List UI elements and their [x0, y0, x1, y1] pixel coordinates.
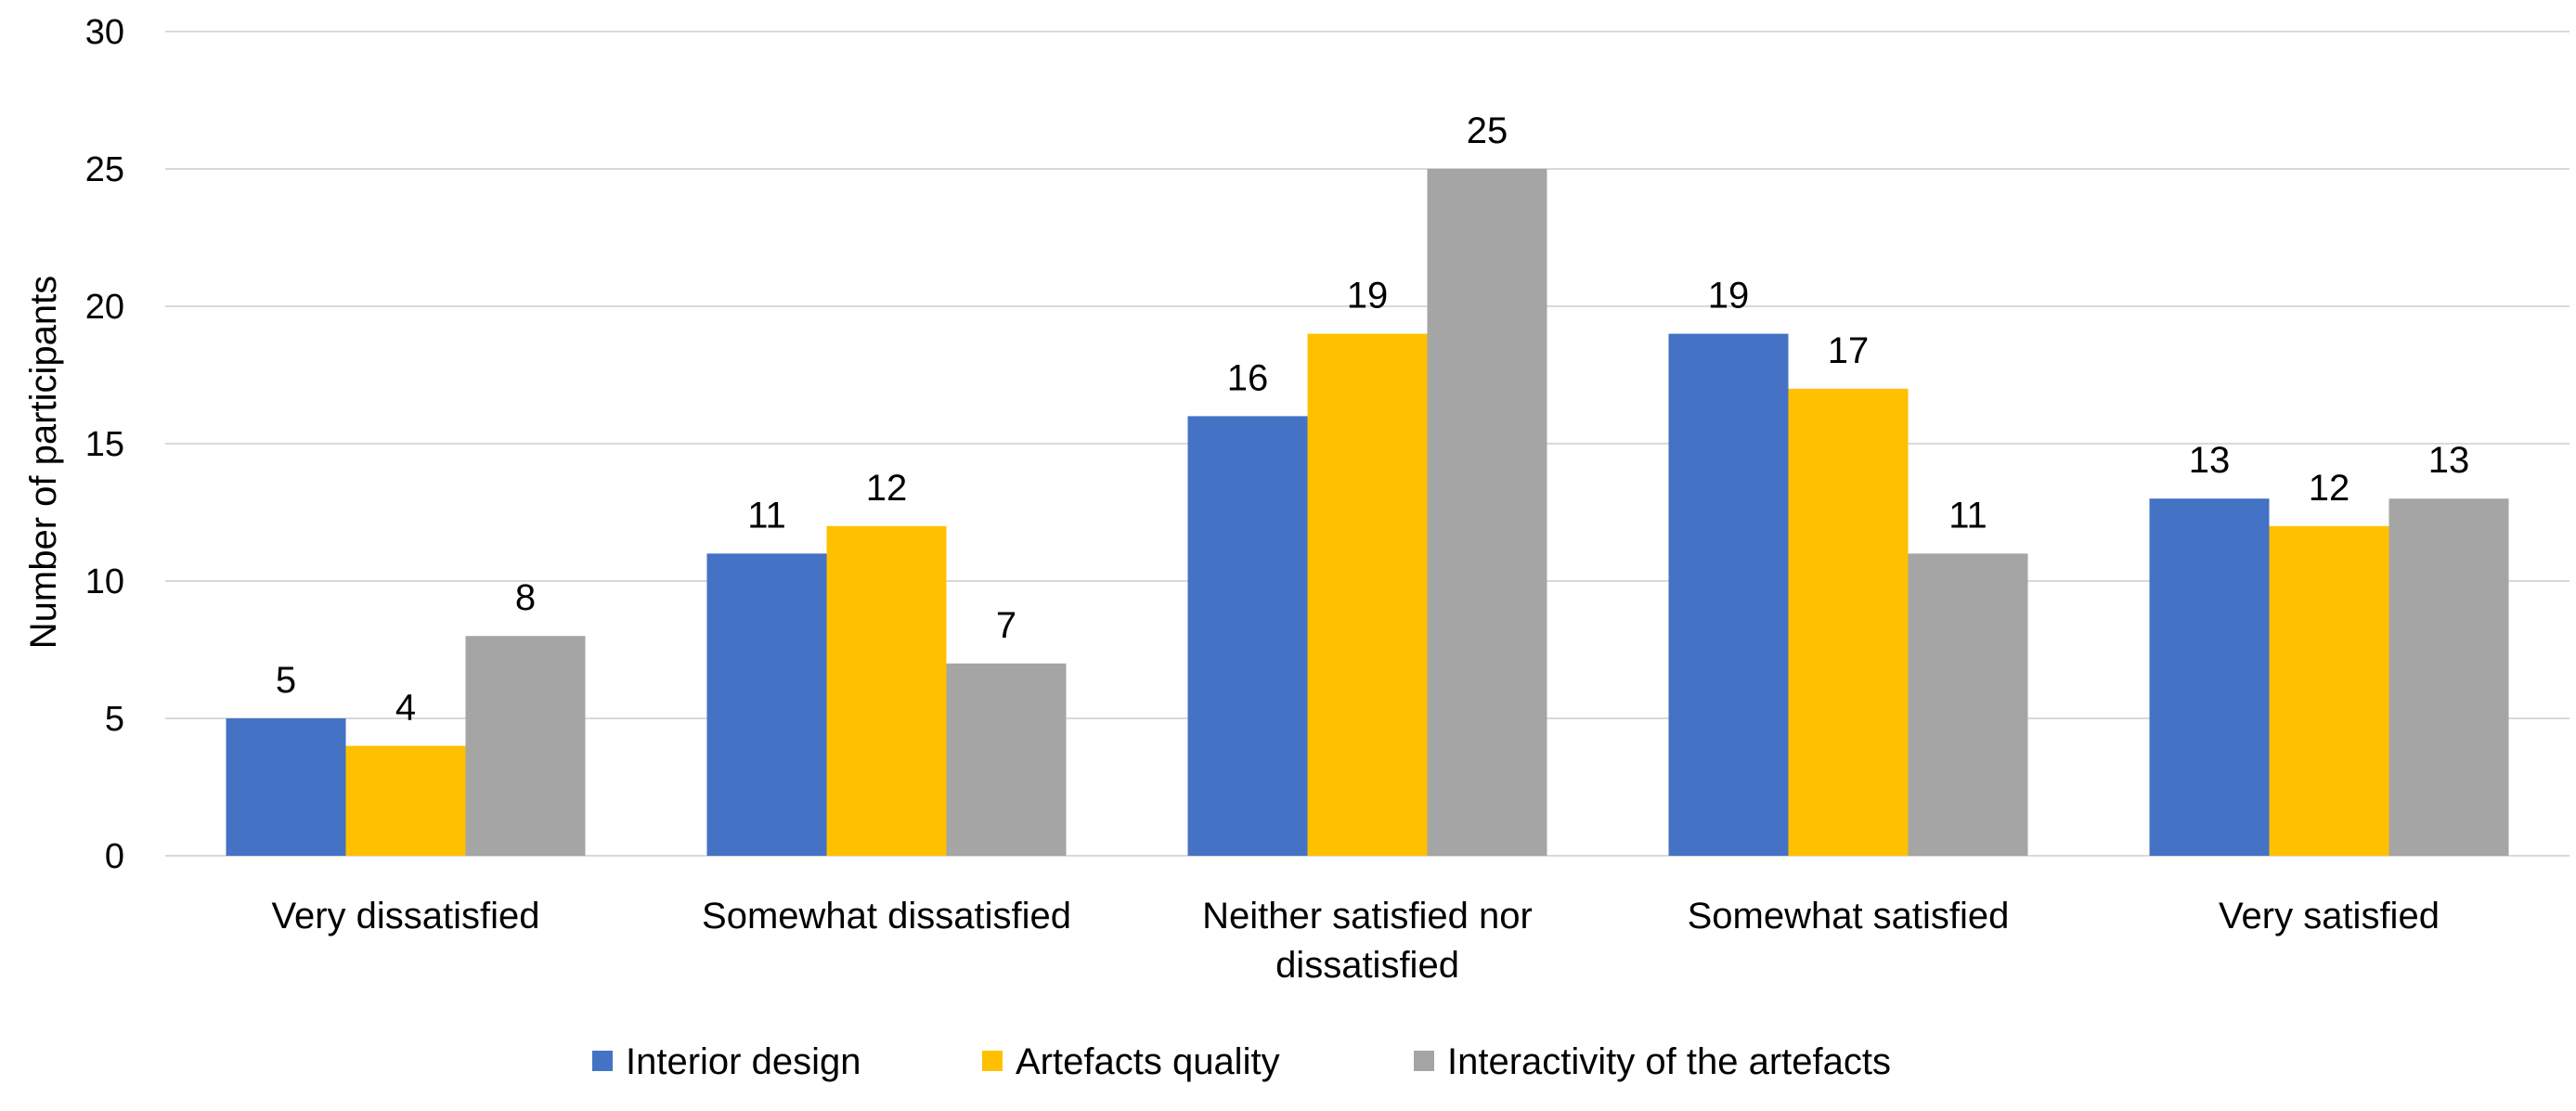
data-label-interactivity-of-the-artefacts-5: 13: [2428, 440, 2470, 481]
bar-interior-design-5: [2149, 498, 2270, 856]
bar-interactivity-of-the-artefacts-5: [2388, 498, 2509, 856]
bar-interior-design-2: [706, 553, 827, 856]
bar-artefacts-quality-4: [1788, 388, 1909, 856]
y-tick-label-0: 0: [105, 837, 124, 876]
bar-interactivity-of-the-artefacts-2: [946, 663, 1067, 856]
bar-interactivity-of-the-artefacts-3: [1427, 169, 1547, 856]
category-label-5: Very satisfied: [2219, 896, 2440, 937]
y-tick-label-25: 25: [85, 150, 124, 189]
legend-label-interior-design: Interior design: [626, 1041, 861, 1082]
y-tick-label-5: 5: [105, 700, 124, 739]
data-label-interactivity-of-the-artefacts-1: 8: [515, 577, 536, 618]
data-label-interactivity-of-the-artefacts-3: 25: [1467, 110, 1508, 151]
bar-interior-design-1: [226, 718, 346, 856]
data-label-artefacts-quality-4: 17: [1828, 330, 1870, 371]
y-tick-label-10: 10: [85, 562, 124, 601]
legend-item-interior-design: Interior design: [592, 1041, 861, 1082]
legend-label-interactivity-of-the-artefacts: Interactivity of the artefacts: [1447, 1041, 1891, 1082]
y-axis-title: Number of participants: [23, 276, 64, 649]
category-label-3: Neither satisfied nor dissatisfied: [1202, 896, 1533, 986]
legend-swatch-interior-design: [592, 1051, 613, 1071]
category-label-4: Somewhat satisfied: [1688, 896, 2010, 937]
bar-interior-design-4: [1668, 333, 1789, 857]
data-label-interior-design-4: 19: [1708, 276, 1750, 317]
category-label-2: Somewhat dissatisfied: [702, 896, 1071, 937]
legend-swatch-artefacts-quality: [982, 1051, 1003, 1071]
legend-item-artefacts-quality: Artefacts quality: [982, 1041, 1280, 1082]
y-tick-label-30: 30: [85, 13, 124, 52]
data-label-interactivity-of-the-artefacts-4: 11: [1948, 495, 1987, 536]
y-tick-label-20: 20: [85, 288, 124, 327]
data-label-interior-design-3: 16: [1227, 357, 1269, 398]
data-label-artefacts-quality-2: 12: [866, 468, 908, 509]
bar-interactivity-of-the-artefacts-1: [465, 636, 586, 856]
data-labels: 5 4 8 11 12 7 16 19 25 19 17 11 13 12 13: [276, 110, 2469, 729]
bar-artefacts-quality-1: [345, 745, 466, 856]
bar-artefacts-quality-5: [2269, 525, 2389, 856]
bar-artefacts-quality-3: [1307, 333, 1428, 857]
legend-swatch-interactivity-of-the-artefacts: [1414, 1051, 1434, 1071]
bar-interior-design-3: [1187, 416, 1308, 856]
bar-artefacts-quality-2: [826, 525, 947, 856]
data-label-artefacts-quality-1: 4: [395, 688, 416, 729]
y-tick-label-15: 15: [85, 425, 124, 464]
bars: [226, 169, 2509, 857]
data-label-artefacts-quality-3: 19: [1347, 276, 1389, 317]
data-label-artefacts-quality-5: 12: [2309, 468, 2350, 509]
x-axis-categories: Very dissatisfied Somewhat dissatisfied Ne…: [271, 896, 2439, 986]
data-label-interior-design-5: 13: [2189, 440, 2231, 481]
data-label-interior-design-1: 5: [276, 660, 296, 701]
data-label-interior-design-2: 11: [747, 495, 786, 536]
data-label-interactivity-of-the-artefacts-2: 7: [996, 605, 1016, 646]
legend-item-interactivity-of-the-artefacts: Interactivity of the artefacts: [1414, 1041, 1891, 1082]
y-axis-ticks: 0 5 10 15 20 25 30: [85, 13, 124, 876]
legend: Interior design Artefacts quality Interact…: [592, 1041, 1891, 1082]
bar-interactivity-of-the-artefacts-4: [1908, 553, 2028, 856]
legend-label-artefacts-quality: Artefacts quality: [1016, 1041, 1280, 1082]
category-label-1: Very dissatisfied: [271, 896, 539, 937]
